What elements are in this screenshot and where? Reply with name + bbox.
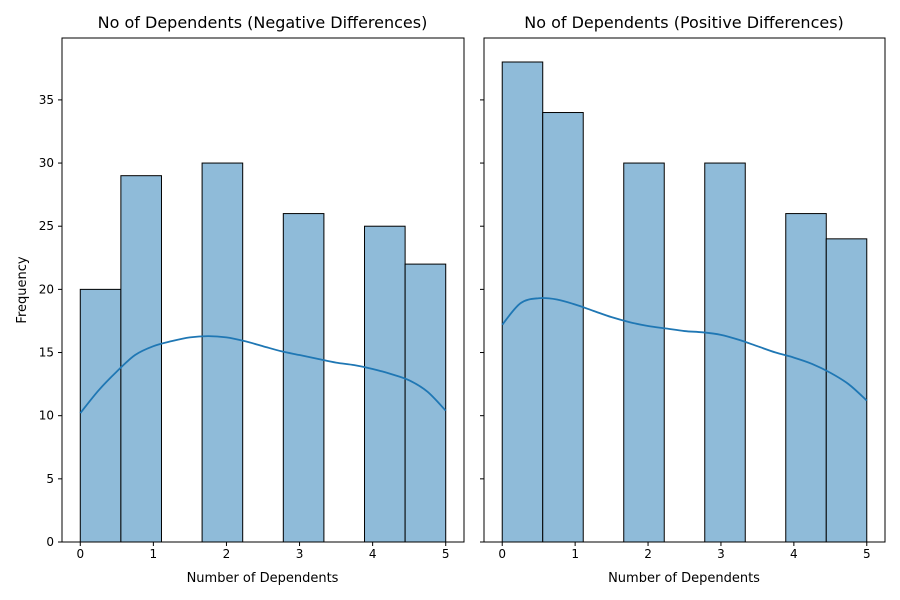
y-tick-label: 10	[39, 409, 54, 423]
histogram-bar	[825, 238, 868, 543]
x-tick-label: 2	[223, 547, 231, 561]
y-tick-label: 0	[46, 535, 54, 549]
x-tick-label: 0	[498, 547, 506, 561]
chart-title: No of Dependents (Positive Differences)	[524, 13, 844, 32]
histogram-bar	[79, 288, 122, 543]
y-tick-label: 25	[39, 219, 54, 233]
plot-area: 0 1 2 3 4 5	[480, 37, 886, 561]
x-axis-label: Number of Dependents	[608, 571, 760, 586]
x-tick-label: 4	[369, 547, 377, 561]
x-tick-label: 1	[150, 547, 158, 561]
x-tick-label: 1	[571, 547, 579, 561]
x-axis-label: Number of Dependents	[187, 571, 339, 586]
axes-frame	[61, 37, 465, 543]
chart-panel-positive: No of Dependents (Positive Differences) …	[480, 13, 886, 586]
x-tick-label: 5	[863, 547, 871, 561]
y-tick-label: 30	[39, 156, 54, 170]
chart-panel-negative: No of Dependents (Negative Differences) …	[15, 13, 465, 586]
histogram-bar	[623, 162, 665, 543]
y-tick-label: 20	[39, 282, 54, 296]
kde-line	[79, 335, 447, 414]
x-tick-label: 5	[442, 547, 450, 561]
histogram-bar	[282, 213, 325, 543]
histogram-bar	[542, 112, 584, 543]
x-tick-label: 0	[76, 547, 84, 561]
x-tick-label: 4	[790, 547, 798, 561]
chart-title: No of Dependents (Negative Differences)	[98, 13, 428, 32]
plot-area: 0 1 2 3 4 5 0 5 10 15 20 25 30 35	[39, 37, 465, 561]
x-tick-label: 3	[296, 547, 304, 561]
histogram-bar	[364, 225, 406, 543]
y-tick-label: 15	[39, 346, 54, 360]
histogram-bar	[704, 162, 746, 543]
x-tick-label: 3	[717, 547, 725, 561]
y-tick-label: 5	[46, 472, 54, 486]
y-tick-label: 35	[39, 93, 54, 107]
kde-line	[501, 297, 868, 402]
x-tick-label: 2	[644, 547, 652, 561]
axes-frame	[483, 37, 886, 543]
histogram-bar	[120, 175, 162, 543]
histogram-bar	[785, 213, 827, 543]
histogram-bar	[201, 162, 244, 543]
y-axis-label: Frequency	[15, 256, 30, 323]
